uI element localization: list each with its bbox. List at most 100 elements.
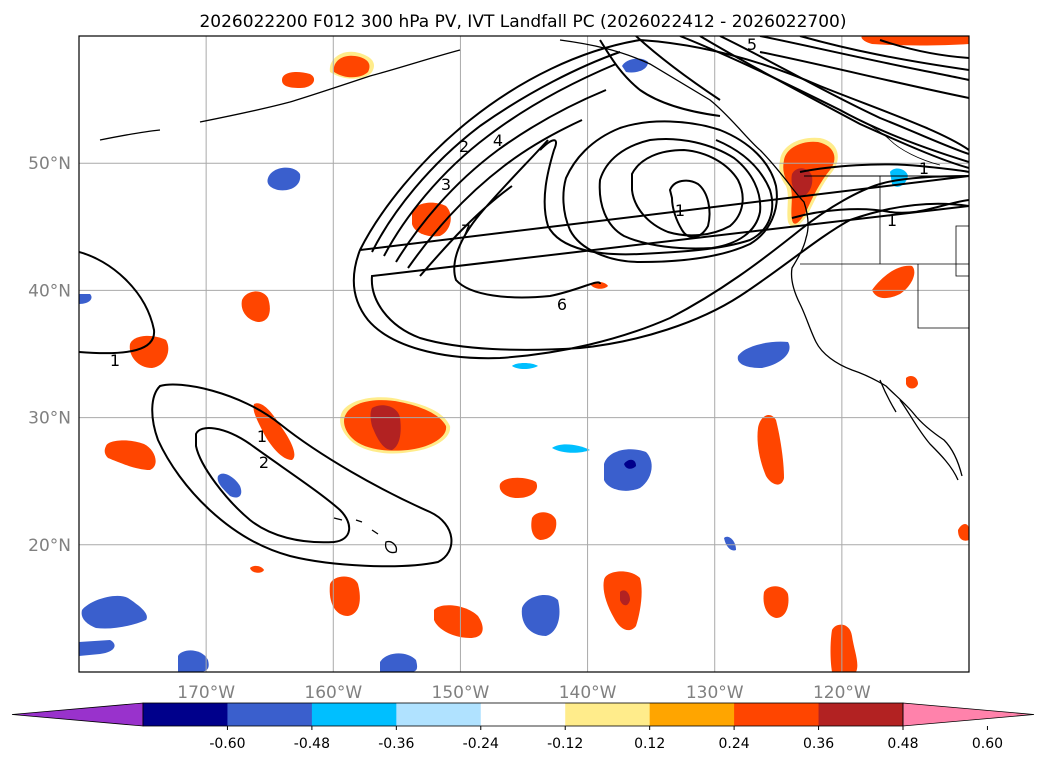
coast-alaska (99, 39, 761, 151)
contour-line-05 (370, 36, 969, 351)
contour-label-11: 1 (257, 427, 267, 446)
pv-contours (79, 36, 969, 568)
contour-label-5: 5 (747, 35, 757, 54)
latitude-labels: 50°N 40°N 30°N 20°N (28, 154, 71, 556)
contour-labels: 1 2 3 4 5 6 7 1 1 1 1 2 (110, 35, 929, 472)
map-content: 1 2 3 4 5 6 7 1 1 1 1 2 (79, 35, 969, 672)
pos-blob-40n (241, 291, 270, 322)
border-states (800, 109, 969, 329)
colorbar-tick-label: -0.36 (378, 736, 414, 752)
coast-hawaii (333, 517, 398, 554)
lon-tick-label: 140°W (559, 683, 617, 703)
colorbar: -0.60 -0.48 -0.36 -0.24 -0.12 0.12 0.24 0.36 0.4… (11, 702, 1035, 752)
lat-tick-label: 40°N (28, 281, 71, 301)
colorbar-tick-label: 0.12 (634, 736, 665, 752)
pos-blob-west (412, 202, 451, 237)
contour-line-06 (383, 36, 969, 257)
neg-blob-tiny (512, 363, 538, 369)
coastlines (99, 39, 969, 554)
contour-line-16 (791, 163, 969, 219)
neg-blob-s3 (79, 640, 115, 656)
contour-label-10: 1 (887, 211, 897, 230)
pos-blob-s3 (434, 605, 483, 638)
contour-label-7: 7 (461, 221, 471, 240)
colorbar-segment (396, 703, 482, 726)
neg-blob-s4 (178, 650, 209, 672)
colorbar-tick-label: -0.60 (209, 736, 245, 752)
colorbar-tick-label: -0.48 (294, 736, 330, 752)
colorbar-tick-label: 0.60 (972, 736, 1003, 752)
lon-tick-label: 130°W (686, 683, 744, 703)
pos-blob-tiny3 (906, 376, 918, 389)
contour-label-3: 3 (441, 175, 451, 194)
lon-tick-label: 150°W (432, 683, 490, 703)
pos-blob-s5 (830, 624, 858, 672)
colorbar-segment (311, 703, 397, 726)
contour-line-08 (407, 119, 583, 269)
neg-blob-north (267, 167, 301, 191)
pos-blob-south (603, 571, 642, 631)
chart-title: 2026022200 F012 300 hPa PV, IVT Landfall… (199, 12, 846, 32)
lat-tick-label: 30°N (28, 409, 71, 429)
neg-blob-central (604, 449, 652, 491)
contour-label-1: 1 (110, 351, 120, 370)
colorbar-tick-label: -0.24 (463, 736, 499, 752)
contour-line-14 (668, 179, 711, 238)
ivt-negative (79, 58, 908, 672)
contour-label-6: 6 (557, 295, 567, 314)
pos-blob-s4 (763, 586, 789, 618)
pos-blob-east1 (757, 414, 784, 485)
pos-blob-e-edge (958, 524, 969, 541)
contour-line-07 (395, 36, 969, 263)
pos-blob-central (340, 397, 451, 454)
coast-bc (759, 149, 963, 477)
colorbar-segment (649, 703, 735, 726)
colorbar-segment (480, 703, 566, 726)
map-frame (78, 35, 970, 673)
colorbar-tick-label: 0.36 (803, 736, 834, 752)
lon-tick-label: 120°W (813, 683, 871, 703)
contour-label-8: 1 (675, 201, 685, 220)
neg-blob-s2 (81, 595, 147, 629)
pos-blob-ne (861, 36, 969, 46)
colorbar-segment (734, 703, 820, 726)
colorbar-frame (142, 702, 904, 727)
neg-blob-s5 (380, 653, 418, 672)
colorbar-extend-low (11, 702, 144, 727)
contour-label-2: 2 (459, 137, 469, 156)
contour-line-03 (195, 427, 350, 544)
ivt-shading (104, 36, 969, 672)
pos-blob-s2 (329, 576, 360, 616)
colorbar-segment (227, 703, 313, 726)
neg-blob-e1 (724, 536, 736, 551)
lon-tick-label: 170°W (177, 683, 235, 703)
contour-label-12: 2 (259, 453, 269, 472)
pos-blob-tiny2 (250, 565, 264, 573)
contour-label-4: 4 (493, 131, 503, 150)
pos-blob-small1 (499, 477, 538, 498)
neg-blob-light (552, 444, 590, 453)
colorbar-tick-label: 0.48 (887, 736, 918, 752)
neg-blob-sw1 (217, 473, 242, 498)
colorbar-tick-label: -0.12 (547, 736, 583, 752)
neg-blob-e2 (890, 168, 908, 187)
contour-label-9: 1 (919, 159, 929, 178)
contour-line-15 (599, 36, 969, 117)
contour-line-04 (352, 39, 969, 360)
pos-blob-sw (104, 440, 156, 470)
contour-line-01 (79, 251, 156, 355)
neg-blob-east (737, 341, 790, 368)
colorbar-extend-high (902, 702, 1035, 727)
colorbar-tick-label: 0.24 (719, 736, 750, 752)
pos-blob-alaska (282, 51, 375, 88)
pos-blob-small2 (531, 512, 557, 540)
colorbar-segment (818, 703, 904, 726)
contour-line-02 (151, 383, 453, 568)
pos-blob-35n (129, 335, 169, 368)
colorbar-segment (565, 703, 651, 726)
contour-line-11 (562, 120, 778, 264)
lat-tick-label: 20°N (28, 536, 71, 556)
pos-blob-bc (779, 137, 838, 228)
